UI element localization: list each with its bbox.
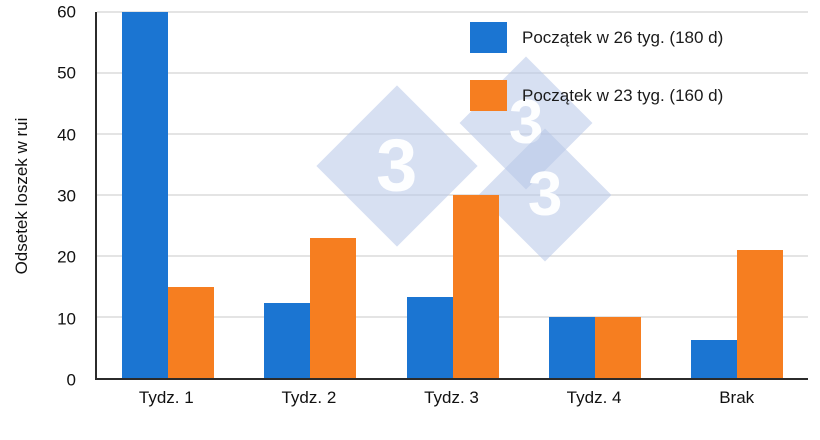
x-tick-label: Tydz. 2 <box>281 388 337 407</box>
bar-group-2 <box>239 12 381 378</box>
bar-group-4 <box>524 12 666 378</box>
bar <box>310 237 357 378</box>
y-tick-label: 10 <box>57 309 76 329</box>
bar <box>594 317 641 378</box>
y-tick-label: 50 <box>57 63 76 83</box>
bar <box>548 317 595 378</box>
bar <box>690 340 737 378</box>
bar-series <box>97 12 808 378</box>
x-tick-label: Brak <box>719 388 755 407</box>
legend-item: Początek w 26 tyg. (180 d) <box>470 22 723 53</box>
legend-item: Początek w 23 tyg. (160 d) <box>470 80 723 111</box>
x-axis-ticks: Tydz. 1 Tydz. 2 Tydz. 3 Tydz. 4 Brak <box>95 388 808 408</box>
bar-group-5 <box>666 12 808 378</box>
x-tick-label: Tydz. 4 <box>566 388 622 407</box>
bar <box>122 12 169 378</box>
y-tick-label: 40 <box>57 125 76 145</box>
legend-label: Początek w 23 tyg. (160 d) <box>522 85 724 105</box>
y-tick-label: 60 <box>57 2 76 22</box>
y-axis-ticks: 0 10 20 30 40 50 60 <box>0 4 88 389</box>
bar <box>264 302 311 378</box>
bar <box>736 249 783 378</box>
x-tick-label: Tydz. 1 <box>138 388 194 407</box>
y-tick-label: 0 <box>66 370 76 390</box>
gridline <box>97 72 808 74</box>
plot-area: 3 3 3 <box>95 11 808 380</box>
legend-label: Początek w 26 tyg. (180 d) <box>522 27 724 47</box>
y-tick-label: 30 <box>57 186 76 206</box>
bar <box>406 297 453 378</box>
legend-swatch <box>470 80 507 111</box>
legend: Początek w 26 tyg. (180 d) Początek w 23 … <box>470 22 723 138</box>
gridline <box>97 11 808 13</box>
y-tick-label: 20 <box>57 247 76 267</box>
legend-swatch <box>470 22 507 53</box>
bar-group-1 <box>97 12 239 378</box>
x-tick-label: Tydz. 3 <box>424 388 479 407</box>
bar <box>452 195 499 378</box>
bar <box>168 286 215 378</box>
